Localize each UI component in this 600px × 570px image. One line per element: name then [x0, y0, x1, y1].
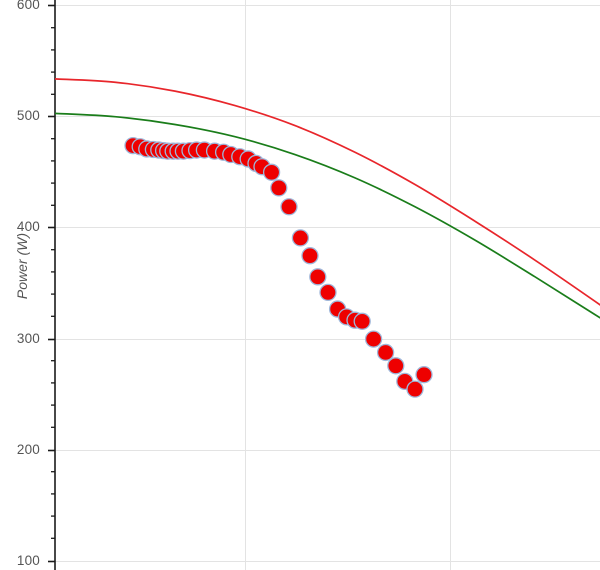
scatter-point: [280, 198, 298, 216]
y-axis-major-ticks: [48, 4, 55, 563]
scatter-point: [291, 229, 310, 247]
y-tick-label-400: 400: [16, 219, 40, 234]
y-tick-label-300: 300: [16, 331, 40, 346]
scatter-point: [319, 283, 337, 302]
y-tick-label-100: 100: [16, 553, 40, 568]
horizontal-gridlines: [55, 5, 600, 562]
scatter-point: [309, 268, 327, 286]
scatter-point: [415, 366, 433, 384]
scatter-point: [406, 380, 424, 398]
y-tick-label-500: 500: [16, 108, 40, 123]
y-axis-title: Power (W): [14, 232, 30, 300]
scatter-point: [353, 312, 371, 330]
y-tick-label-200: 200: [16, 442, 40, 457]
scatter-point: [387, 357, 405, 375]
vertical-gridlines: [245, 0, 451, 570]
scatter-point: [376, 343, 395, 362]
y-axis-minor-ticks: [51, 27, 55, 539]
scatter-point: [364, 330, 383, 348]
scatter-point: [262, 163, 281, 181]
scatter-point: [270, 179, 288, 197]
series-line-green: [54, 112, 600, 319]
scatter-point: [301, 247, 319, 265]
y-tick-label-600: 600: [16, 0, 40, 12]
series-line-red: [54, 78, 600, 306]
scatter-series: [124, 136, 433, 398]
